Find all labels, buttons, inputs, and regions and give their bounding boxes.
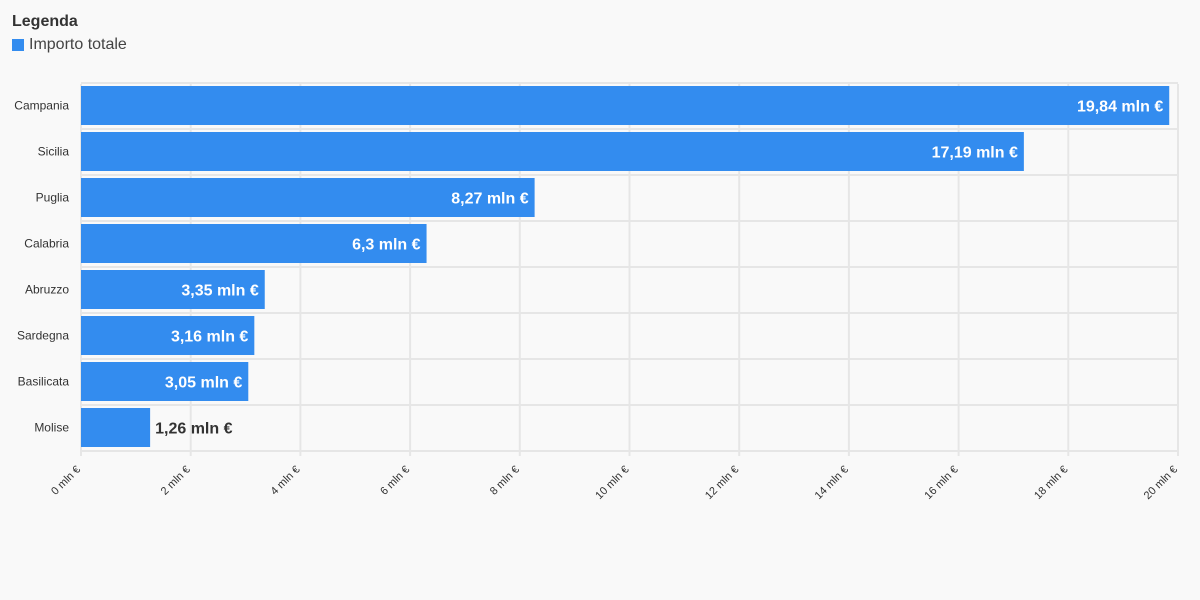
legend-item-importo-totale[interactable]: Importo totale <box>12 36 127 54</box>
category-label: Basilicata <box>18 375 70 389</box>
legend-swatch <box>12 39 24 51</box>
data-label: 3,16 mln € <box>171 329 248 346</box>
x-tick-label: 2 mln € <box>159 464 193 498</box>
x-tick-label: 10 mln € <box>593 464 631 502</box>
x-tick-label: 12 mln € <box>703 464 741 502</box>
x-tick-label: 6 mln € <box>378 464 412 498</box>
category-label: Abruzzo <box>25 283 69 297</box>
bar-basilicata[interactable] <box>81 362 249 401</box>
data-label: 19,84 mln € <box>1077 99 1163 116</box>
bar-puglia[interactable] <box>81 178 535 217</box>
category-label: Calabria <box>24 237 69 251</box>
data-label: 6,3 mln € <box>352 237 421 254</box>
data-label: 3,05 mln € <box>165 375 242 392</box>
category-label: Campania <box>14 99 69 113</box>
bar-molise[interactable] <box>81 408 151 447</box>
bars: 19,84 mln € 17,19 mln € 8,27 mln € 6,3 mln … <box>81 86 1170 447</box>
x-tick-label: 16 mln € <box>922 464 960 502</box>
bar-abruzzo[interactable] <box>81 270 265 309</box>
category-labels: Campania Sicilia Puglia Calabria Abruzzo Sard… <box>14 99 69 435</box>
data-label: 1,26 mln € <box>155 421 232 438</box>
data-label: 17,19 mln € <box>932 145 1018 162</box>
data-label: 8,27 mln € <box>451 191 528 208</box>
category-label: Sicilia <box>38 145 70 159</box>
x-tick-label: 4 mln € <box>269 464 303 498</box>
legend: Legenda Importo totale <box>12 12 127 54</box>
category-label: Puglia <box>36 191 70 205</box>
x-tick-label: 0 mln € <box>49 464 83 498</box>
x-axis-tick-labels: 0 mln € 2 mln € 4 mln € 6 mln € 8 mln € 10 ml… <box>49 464 1180 502</box>
bar-sicilia[interactable] <box>81 132 1024 171</box>
x-tick-label: 18 mln € <box>1032 464 1070 502</box>
category-label: Molise <box>34 421 69 435</box>
x-tick-label: 20 mln € <box>1142 464 1180 502</box>
bar-sardegna[interactable] <box>81 316 255 355</box>
data-label: 3,35 mln € <box>181 283 258 300</box>
legend-title: Legenda <box>12 13 78 30</box>
bar-campania[interactable] <box>81 86 1170 125</box>
bar-calabria[interactable] <box>81 224 427 263</box>
x-tick-label: 14 mln € <box>813 464 851 502</box>
legend-item-label: Importo totale <box>29 36 127 53</box>
category-label: Sardegna <box>17 329 69 343</box>
x-tick-label: 8 mln € <box>488 464 522 498</box>
